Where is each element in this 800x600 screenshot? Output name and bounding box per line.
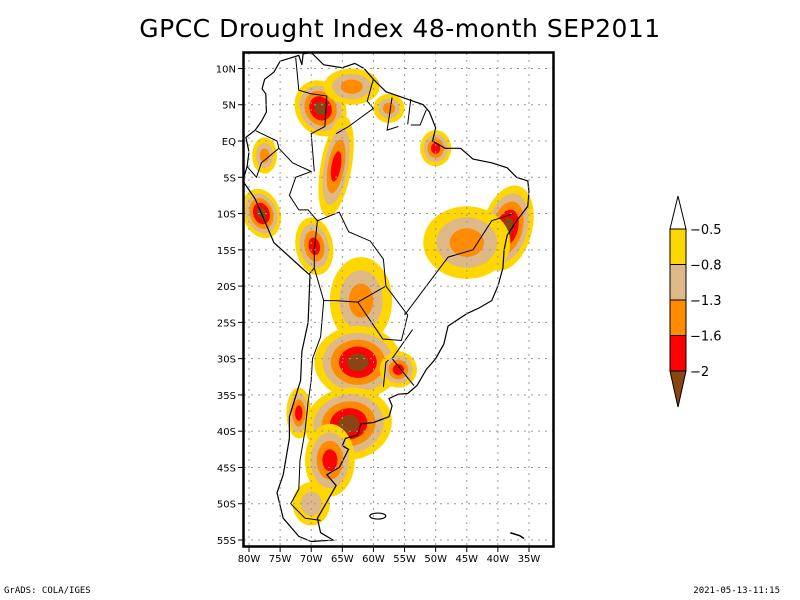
drought-region bbox=[323, 68, 380, 105]
drought-contour bbox=[330, 151, 342, 182]
drought-contour bbox=[430, 142, 441, 154]
drought-contour bbox=[392, 364, 404, 376]
country-border bbox=[386, 97, 399, 131]
y-tick-label: EQ bbox=[222, 137, 236, 148]
drought-region bbox=[373, 93, 405, 123]
legend-label: −0.8 bbox=[690, 259, 722, 274]
y-tick-label: 15S bbox=[217, 246, 236, 257]
drought-region bbox=[252, 137, 277, 174]
chart-title: GPCC Drought Index 48-month SEP2011 bbox=[139, 14, 661, 43]
x-tick-label: 60W bbox=[362, 554, 385, 565]
legend-swatch bbox=[669, 264, 687, 301]
country-border bbox=[313, 211, 387, 303]
y-tick-label: 20S bbox=[217, 282, 236, 293]
x-tick-label: 35W bbox=[518, 554, 541, 565]
y-tick-label: 35S bbox=[217, 391, 236, 402]
drought-contour bbox=[322, 449, 338, 472]
drought-contour bbox=[347, 353, 369, 372]
country-border bbox=[278, 147, 318, 275]
y-tick-label: 5S bbox=[223, 173, 236, 184]
grads-credit: GrADS: COLA/IGES bbox=[4, 586, 91, 596]
country-border bbox=[404, 213, 514, 316]
x-tick-label: 45W bbox=[455, 554, 478, 565]
y-tick-label: 40S bbox=[217, 427, 236, 438]
country-border bbox=[246, 130, 280, 179]
y-tick-label: 55S bbox=[217, 536, 236, 547]
y-tick-label: 25S bbox=[217, 318, 236, 329]
country-border bbox=[290, 300, 325, 521]
legend-swatch bbox=[669, 335, 687, 372]
drought-contour bbox=[340, 79, 363, 94]
x-tick-label: 40W bbox=[487, 554, 510, 565]
legend-label: −1.6 bbox=[690, 330, 722, 345]
y-axis: 10N 5N EQ 5S 10S 15S 20S 25S 30S 35S 40S 45S 50S 55S bbox=[216, 64, 243, 547]
legend-swatch bbox=[669, 228, 687, 265]
country-border bbox=[382, 359, 389, 387]
colorbar-legend: −0.5 −0.8 −1.3 −1.6 −2 bbox=[669, 195, 722, 408]
legend-label: −0.5 bbox=[690, 223, 722, 238]
country-border bbox=[335, 79, 375, 135]
drought-region bbox=[286, 387, 312, 439]
falkland-islands bbox=[369, 512, 387, 520]
map-frame bbox=[242, 51, 555, 548]
drought-contour bbox=[295, 405, 303, 421]
x-axis: 80W 75W 70W 65W 60W 55W 50W 45W 40W 35W bbox=[238, 547, 541, 565]
x-tick-label: 75W bbox=[269, 554, 292, 565]
coastline bbox=[244, 53, 530, 543]
gridlines bbox=[244, 53, 553, 546]
drought-contour bbox=[382, 102, 396, 115]
x-tick-label: 55W bbox=[393, 554, 416, 565]
y-tick-label: 5N bbox=[222, 101, 236, 112]
x-tick-label: 70W bbox=[300, 554, 323, 565]
drought-region bbox=[314, 325, 402, 399]
timestamp: 2021-05-13-11:15 bbox=[693, 586, 780, 596]
legend-label: −1.3 bbox=[690, 294, 722, 309]
y-tick-label: 45S bbox=[217, 463, 236, 474]
drought-contour bbox=[337, 414, 360, 433]
drought-contour bbox=[259, 148, 270, 163]
y-tick-label: 10N bbox=[216, 64, 236, 75]
drought-region bbox=[305, 423, 355, 497]
drought-field-layer bbox=[244, 68, 534, 526]
country-border bbox=[295, 57, 328, 172]
drought-region bbox=[420, 130, 452, 167]
country-border bbox=[407, 98, 412, 125]
legend-swatch bbox=[669, 299, 687, 336]
drought-contour bbox=[300, 491, 322, 517]
drought-region bbox=[318, 116, 354, 217]
country-border bbox=[410, 109, 427, 126]
y-tick-label: 50S bbox=[217, 500, 236, 511]
drought-contour bbox=[314, 101, 327, 116]
country-border bbox=[357, 285, 409, 342]
south-georgia bbox=[510, 532, 525, 540]
legend-arrow-bottom bbox=[669, 370, 687, 408]
legend-arrow-top bbox=[669, 195, 687, 230]
x-tick-label: 65W bbox=[331, 554, 354, 565]
x-tick-label: 50W bbox=[424, 554, 447, 565]
y-tick-label: 30S bbox=[217, 355, 236, 366]
legend-label: −2 bbox=[690, 365, 709, 380]
x-tick-label: 80W bbox=[238, 554, 261, 565]
y-tick-label: 10S bbox=[217, 210, 236, 221]
